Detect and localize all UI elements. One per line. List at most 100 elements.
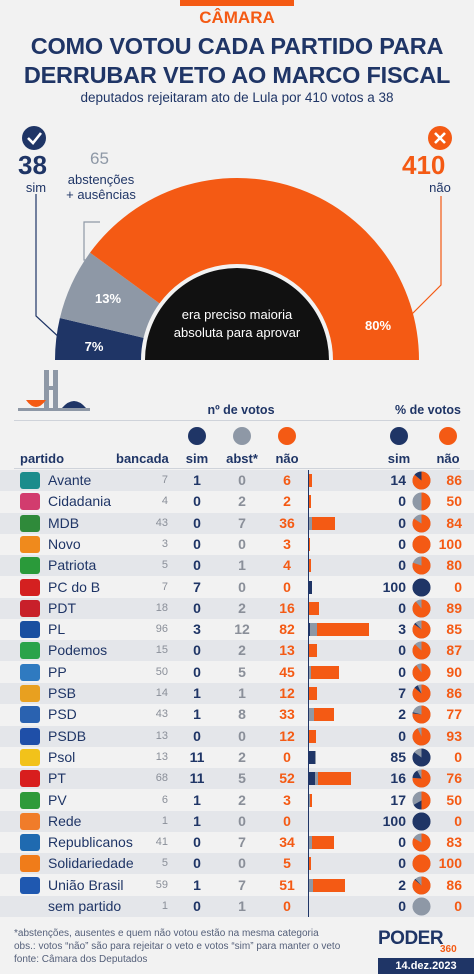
bar-segment-nao — [312, 516, 335, 530]
pct-pie — [412, 556, 431, 575]
party-bancada: 50 — [155, 665, 168, 678]
votes-abst: 5 — [238, 770, 246, 787]
bar-segment-nao — [309, 687, 317, 700]
party-bancada: 7 — [161, 474, 168, 486]
party-logo-icon — [20, 535, 40, 553]
votes-nao: 16 — [279, 599, 295, 616]
dot-abst — [233, 427, 251, 445]
party-name: PSD — [48, 706, 77, 723]
party-name: PSDB — [48, 727, 87, 744]
party-name: Solidariedade — [48, 855, 134, 872]
party-logo-icon — [20, 812, 40, 830]
bar-axis-line — [308, 470, 309, 918]
votes-abst: 7 — [238, 514, 246, 531]
brand-logo: PODER — [378, 928, 444, 949]
bar-segment-abst — [308, 708, 314, 722]
page-title: COMO VOTOU CADA PARTIDO PARA DERRUBAR VE… — [0, 32, 474, 90]
leader-line-nao — [411, 196, 442, 315]
table-row: sem partido 1 0 1 0 0 0 — [0, 896, 474, 917]
table-row: Patriota 5 0 1 4 0 80 — [0, 555, 474, 577]
pct-sim: 17 — [390, 791, 406, 808]
pie-slice-nao — [412, 833, 431, 852]
party-bancada: 41 — [155, 836, 168, 849]
votes-abst: 2 — [238, 791, 246, 808]
title-line-2: DERRUBAR VETO AO MARCO FISCAL — [23, 62, 451, 88]
pie-slice-sim — [412, 748, 431, 767]
pct-pie — [412, 620, 431, 639]
votes-sim: 0 — [193, 535, 201, 552]
pct-sim: 16 — [390, 770, 406, 787]
abs-label-line-2: + ausências — [66, 187, 136, 202]
nao-count: 410 — [402, 150, 446, 180]
votes-abst: 7 — [238, 834, 246, 851]
pct-pie — [412, 876, 431, 895]
bar-segment-sim — [308, 750, 315, 764]
table-row: PSDB 13 0 0 12 0 93 — [0, 725, 474, 747]
header-votes-count: nº de votos — [207, 403, 275, 417]
votes-nao: 6 — [283, 472, 291, 488]
votes-abst: 7 — [238, 876, 246, 893]
congress-building-icon — [18, 370, 90, 411]
votes-sim: 0 — [193, 642, 201, 659]
pie-slice-nao — [412, 514, 431, 533]
abs-label: abstenções + ausências — [56, 172, 146, 202]
party-name: Novo — [48, 535, 81, 552]
gauge-center — [145, 268, 329, 360]
votes-sim: 0 — [193, 834, 201, 851]
party-name: União Brasil — [48, 876, 124, 893]
party-bancada: 5 — [161, 559, 168, 572]
pct-nao: 100 — [438, 535, 462, 552]
votes-abst: 2 — [238, 599, 246, 616]
pct-pie — [412, 641, 431, 660]
votes-nao: 0 — [283, 898, 291, 914]
party-bancada: 68 — [155, 772, 168, 785]
votes-abst: 1 — [238, 685, 246, 701]
col-partido: partido — [20, 451, 65, 466]
votes-sim: 0 — [193, 855, 201, 872]
table-row: PSB 14 1 1 12 7 86 — [0, 683, 474, 704]
pct-sim: 100 — [382, 812, 406, 829]
pct-pie — [412, 577, 431, 597]
footnote-source: fonte: Câmara dos Deputados — [14, 954, 148, 965]
party-logo-icon — [20, 748, 40, 766]
party-logo-icon — [20, 642, 40, 660]
gauge-label-nao-pct: 80% — [365, 318, 391, 333]
pct-nao: 77 — [446, 706, 462, 723]
votes-nao: 12 — [279, 685, 295, 701]
table-row: Avante 7 1 0 6 14 86 — [0, 470, 474, 491]
pie-slice-nao — [412, 556, 431, 575]
table-row: Solidariedade 5 0 0 5 0 100 — [0, 853, 474, 875]
party-logo-icon — [20, 685, 40, 702]
x-mark — [434, 132, 446, 144]
party-name: PC do B — [48, 578, 101, 595]
party-bancada: 1 — [161, 900, 168, 912]
votes-nao: 3 — [283, 791, 291, 808]
party-bancada: 59 — [155, 878, 168, 891]
votes-abst: 0 — [238, 535, 246, 552]
pct-pie — [412, 535, 431, 554]
party-logo-icon — [20, 706, 40, 724]
table-row: PP 50 0 5 45 0 90 — [0, 662, 474, 683]
pct-sim: 7 — [398, 685, 406, 701]
votes-sim: 1 — [193, 876, 201, 893]
votes-sim: 0 — [193, 663, 201, 680]
gauge-label-sim-pct: 7% — [85, 339, 104, 354]
col-pnao: não — [436, 451, 460, 466]
bar-segment-nao — [318, 772, 351, 786]
pct-sim: 0 — [398, 663, 406, 680]
pct-nao: 86 — [446, 472, 462, 488]
pct-pie — [412, 705, 431, 724]
party-bancada: 13 — [155, 750, 168, 763]
party-bancada: 43 — [155, 516, 168, 529]
pct-pie — [412, 812, 431, 831]
bar-segment-nao — [317, 623, 369, 637]
table-row: PV 6 1 2 3 17 50 — [0, 790, 474, 811]
party-logo-icon — [20, 557, 40, 575]
dot-psim — [390, 427, 408, 445]
party-name: PL — [48, 621, 66, 638]
pct-pie — [412, 769, 431, 788]
pct-nao: 85 — [446, 621, 462, 638]
pct-nao: 93 — [446, 727, 462, 744]
pct-nao: 90 — [446, 663, 462, 680]
bar-segment-abst — [309, 623, 318, 637]
